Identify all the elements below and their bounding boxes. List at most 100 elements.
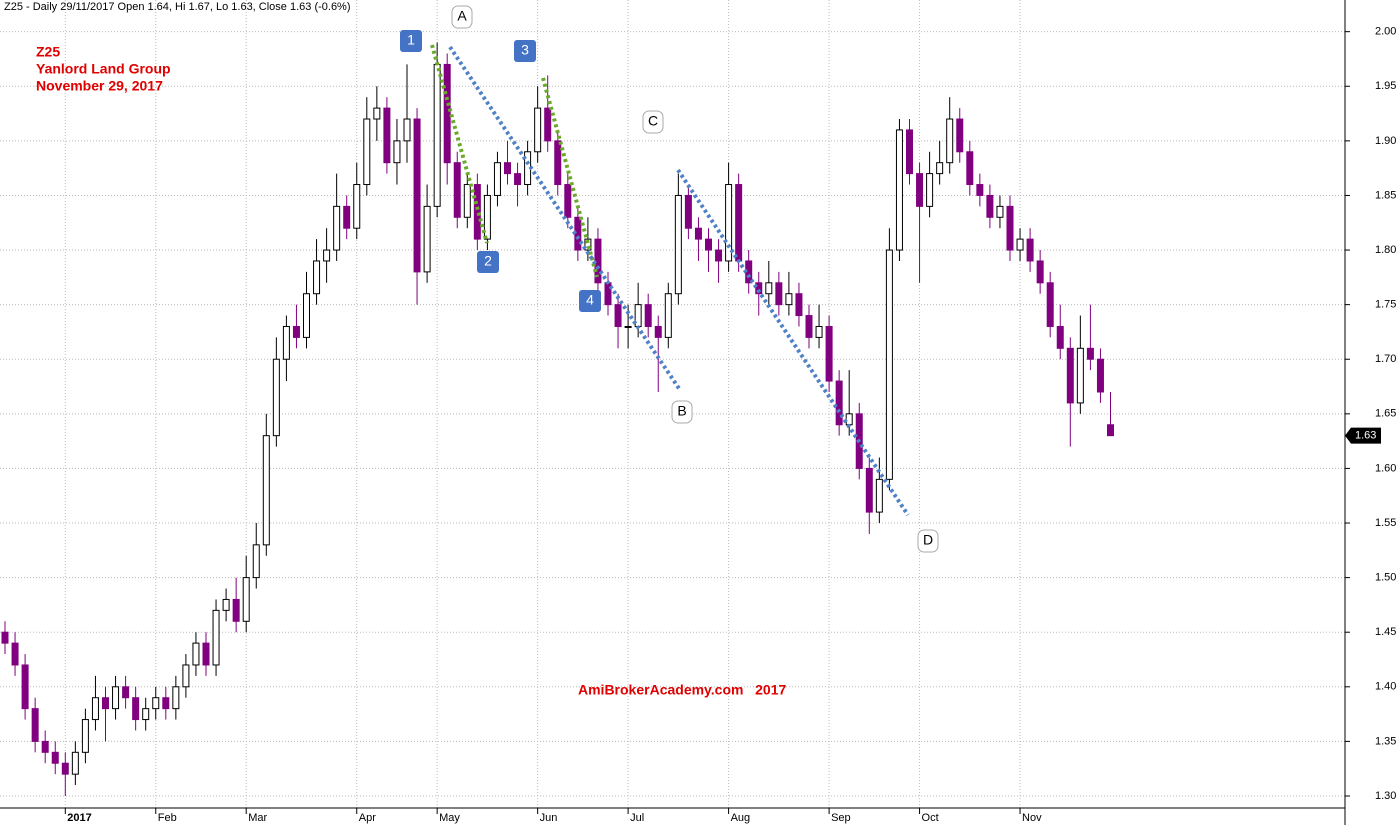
candle-body (51, 751, 59, 764)
x-tick-label: Sep (831, 812, 851, 824)
x-tick-label: May (439, 812, 460, 824)
wave-box (514, 40, 536, 62)
candle-body (644, 304, 652, 327)
candle-body (986, 194, 994, 218)
company: Yanlord Land Group (36, 61, 171, 77)
candle-body (674, 194, 682, 295)
candle-body (433, 63, 441, 207)
label-box (671, 400, 693, 424)
candle-body (31, 708, 39, 742)
wave-1: 1 (407, 32, 415, 48)
candle-body (1, 631, 9, 644)
y-tick-label: 1.55 (1375, 517, 1396, 529)
candle-body (684, 194, 692, 229)
candle-body (795, 293, 803, 317)
trend-line (676, 168, 910, 517)
label-box (917, 529, 939, 553)
candle-body (956, 118, 964, 153)
x-tick-label: Nov (1022, 812, 1042, 824)
candle-body (926, 173, 934, 207)
label-b: B (677, 403, 686, 419)
date: November 29, 2017 (36, 78, 163, 94)
candle-body (705, 238, 712, 251)
wave-2: 2 (484, 253, 492, 269)
candle-body (493, 162, 501, 196)
y-tick-label: 2.00 (1375, 26, 1396, 38)
candle-body (413, 118, 421, 273)
candle-body (805, 315, 813, 338)
candle-body (694, 227, 702, 240)
candle-body (1006, 205, 1014, 251)
candle-body (473, 184, 481, 240)
candle-body (443, 63, 451, 164)
candle-body (564, 184, 572, 218)
x-tick-label: Apr (359, 812, 376, 824)
candle-body (373, 107, 381, 120)
y-tick-label: 1.60 (1375, 462, 1396, 474)
candle-body (272, 358, 280, 437)
candle-body (1046, 282, 1054, 327)
wave-box (477, 251, 499, 273)
candle-body (212, 609, 220, 666)
candle-body (132, 697, 140, 721)
label-box (642, 110, 664, 134)
axis-labels: 1.30 1.35 1.40 1.45 1.50 1.55 1.60 1.65 1.70 1.75… (64, 26, 1396, 824)
y-tick-label: 1.95 (1375, 80, 1396, 92)
x-tick-label: 2017 (67, 812, 91, 824)
candle-body (1056, 325, 1064, 349)
candle-body (1096, 358, 1104, 393)
candle-body (845, 413, 853, 426)
wave-box (579, 290, 601, 312)
candle-body (262, 435, 270, 546)
candle-body (292, 325, 300, 338)
y-tick-label: 1.85 (1375, 189, 1396, 201)
candle-body (152, 697, 160, 710)
candle-body (574, 216, 582, 251)
wave-labels: 1 2 3 4 (400, 30, 601, 312)
candle-body (282, 325, 290, 360)
candle-body (725, 184, 733, 262)
candle-body (544, 107, 552, 142)
x-tick-label: Aug (731, 812, 751, 824)
candle-body (393, 140, 401, 164)
candle-body (865, 467, 873, 513)
candle-body (584, 238, 592, 251)
pattern-labels: A B C D (451, 5, 939, 553)
candle-body (895, 129, 903, 251)
candle-body (875, 478, 883, 513)
candle-body (142, 708, 150, 721)
candle-body (343, 205, 351, 229)
candle-body (664, 293, 672, 338)
candle-body (313, 260, 321, 295)
candle-body (946, 118, 954, 164)
candle-body (966, 151, 974, 186)
trend-line (448, 45, 682, 392)
candle-body (61, 762, 69, 775)
candle-body (192, 642, 200, 666)
candle-body (323, 249, 331, 262)
candle-body (755, 282, 763, 295)
candle-body (554, 140, 562, 186)
label-box (451, 5, 473, 29)
watermark: AmiBrokerAcademy.com 2017 (578, 682, 786, 698)
candle-body (463, 184, 471, 218)
candle-body (242, 577, 250, 622)
candle-body (885, 249, 893, 480)
symbol: Z25 (36, 44, 60, 60)
candle-body (11, 642, 19, 666)
y-tick-label: 1.80 (1375, 244, 1396, 256)
candle-body (333, 205, 341, 251)
candle-body (1066, 347, 1074, 404)
candle-body (906, 129, 913, 175)
candle-body (172, 686, 180, 710)
close-marker (1345, 427, 1381, 444)
x-tick-label: Mar (248, 812, 267, 824)
y-tick-label: 1.35 (1375, 735, 1396, 747)
candle-body (1016, 238, 1024, 251)
candle-body (614, 304, 622, 327)
candle-body (504, 162, 511, 175)
candle-body (353, 184, 361, 229)
candle-body (735, 184, 743, 262)
candle-body (1086, 347, 1094, 360)
candle-body (936, 162, 944, 175)
